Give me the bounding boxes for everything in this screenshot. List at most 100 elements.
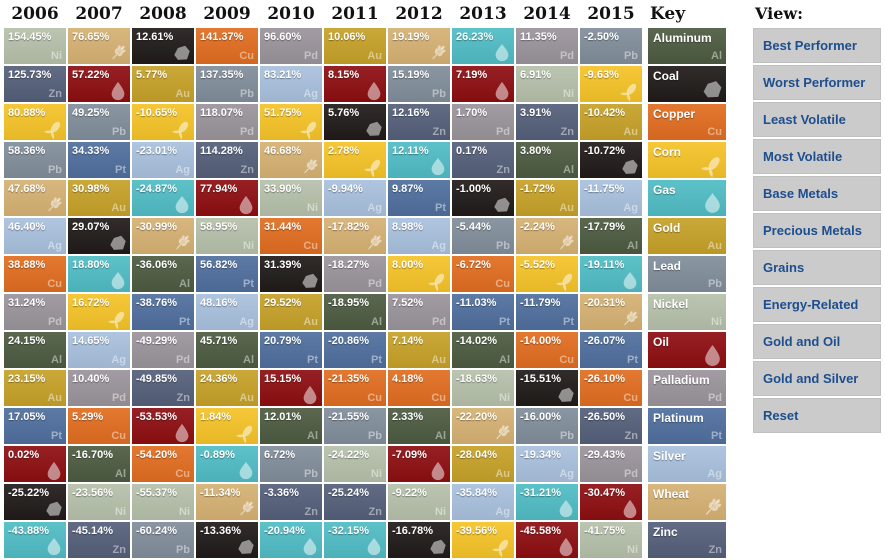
element-symbol: Ag <box>495 506 510 518</box>
element-symbol: Pt <box>563 316 574 328</box>
oil-drop-icon <box>701 344 724 367</box>
oil-drop-icon <box>364 81 384 101</box>
return-value: 6.91% <box>520 69 552 81</box>
flame-icon <box>236 461 256 481</box>
element-symbol: Zn <box>112 544 126 556</box>
tile-silver-2015: -11.75% Ag <box>580 180 642 216</box>
tile-gold-2009: 24.36% Au <box>196 370 258 406</box>
view-button-base-metals[interactable]: Base Metals <box>753 176 881 211</box>
key-item-lead: Lead Pb <box>648 256 726 292</box>
tile-zinc-2008: -49.85% Zn <box>132 370 194 406</box>
return-value: -18.63% <box>456 373 497 385</box>
tile-lead-2012: 15.19% Pb <box>388 66 450 102</box>
tile-nickel-2009: 58.95% Ni <box>196 218 258 254</box>
element-symbol: Ag <box>175 164 190 176</box>
key-item-label: Silver <box>653 449 686 463</box>
tile-gas-2014: -31.21% <box>516 484 578 520</box>
coal-icon <box>364 119 384 139</box>
element-symbol: Pd <box>239 126 254 138</box>
view-button-most-volatile[interactable]: Most Volatile <box>753 139 881 174</box>
tile-silver-2012: 8.98% Ag <box>388 218 450 254</box>
year-header: 2010 <box>267 4 315 24</box>
return-value: -38.76% <box>136 297 177 309</box>
return-value: -14.02% <box>456 335 497 347</box>
tile-oil-2008: -53.53% <box>132 408 194 444</box>
return-value: -14.00% <box>520 335 561 347</box>
tile-copper-2013: -6.72% Cu <box>452 256 514 292</box>
element-symbol: Al <box>499 354 510 366</box>
tile-wheat-2011: -17.82% <box>324 218 386 254</box>
tile-nickel-2010: 33.90% Ni <box>260 180 322 216</box>
view-button-worst-performer[interactable]: Worst Performer <box>753 65 881 100</box>
element-symbol: Zn <box>48 88 62 100</box>
element-symbol: Au <box>559 202 574 214</box>
tile-corn-2015: -9.63% <box>580 66 642 102</box>
element-symbol: Pd <box>175 354 190 366</box>
tile-palladium-2013: 1.70% Pd <box>452 104 514 140</box>
tile-corn-2012: 8.00% <box>388 256 450 292</box>
tile-corn-2008: -10.65% <box>132 104 194 140</box>
view-button-least-volatile[interactable]: Least Volatile <box>753 102 881 137</box>
return-value: 16.72% <box>72 297 110 309</box>
return-value: -5.44% <box>456 221 491 233</box>
year-column-2013: 2013 26.23% 7.19% 1.70% Pd 0.17% Zn -1.00% -5.44… <box>452 4 514 560</box>
oil-drop-icon <box>108 81 128 101</box>
tile-lead-2011: -21.55% Pb <box>324 408 386 444</box>
tile-platinum-2011: -20.86% Pt <box>324 332 386 368</box>
key-item-palladium: Palladium Pd <box>648 370 726 406</box>
view-button-gold-and-silver[interactable]: Gold and Silver <box>753 361 881 396</box>
tile-nickel-2011: -24.22% Ni <box>324 446 386 482</box>
view-button-energy-related[interactable]: Energy-Related <box>753 287 881 322</box>
return-value: -25.24% <box>328 487 369 499</box>
return-value: 2.33% <box>392 411 424 423</box>
element-symbol: Pd <box>47 316 62 328</box>
element-symbol: Cu <box>303 240 318 252</box>
tile-copper-2015: -26.10% Cu <box>580 370 642 406</box>
return-value: -41.75% <box>584 525 625 537</box>
element-symbol: Ni <box>115 506 126 518</box>
year-column-2010: 2010 96.60% Pd 83.21% Ag 51.75% 46.68% 33.90% Ni… <box>260 4 322 560</box>
element-symbol: Pd <box>495 126 510 138</box>
wheat-icon <box>556 233 576 253</box>
return-value: 20.79% <box>264 335 302 347</box>
return-value: -55.37% <box>136 487 177 499</box>
tile-aluminum-2014: 3.80% Al <box>516 142 578 178</box>
tile-lead-2013: -5.44% Pb <box>452 218 514 254</box>
return-value: 45.71% <box>200 335 238 347</box>
return-value: 26.23% <box>456 31 494 43</box>
view-button-reset[interactable]: Reset <box>753 398 881 433</box>
return-value: -19.11% <box>584 259 625 271</box>
tile-corn-2014: -5.52% <box>516 256 578 292</box>
element-symbol: Pd <box>367 278 382 290</box>
tile-gold-2010: 29.52% Au <box>260 294 322 330</box>
key-item-gas: Gas <box>648 180 726 216</box>
element-symbol: Cu <box>111 430 126 442</box>
element-symbol: Ag <box>431 240 446 252</box>
element-symbol: Al <box>627 240 638 252</box>
coal-icon <box>701 78 724 101</box>
return-value: 51.75% <box>264 107 302 119</box>
return-value: -39.56% <box>456 525 497 537</box>
tile-zinc-2006: 125.73% Zn <box>4 66 66 102</box>
return-value: -43.88% <box>8 525 49 537</box>
return-value: -20.31% <box>584 297 625 309</box>
element-symbol: Ni <box>711 316 722 328</box>
element-symbol: Ag <box>303 88 318 100</box>
wheat-icon <box>108 43 128 63</box>
return-value: -45.14% <box>72 525 113 537</box>
return-value: -11.34% <box>200 487 241 499</box>
tile-coal-2014: -15.51% <box>516 370 578 406</box>
return-value: -26.50% <box>584 411 625 423</box>
view-button-gold-and-oil[interactable]: Gold and Oil <box>753 324 881 359</box>
key-column: Key Aluminum Al Coal Copper Cu Corn Gas Gold Au L… <box>648 4 726 560</box>
view-button-precious-metals[interactable]: Precious Metals <box>753 213 881 248</box>
tile-aluminum-2007: -16.70% Al <box>68 446 130 482</box>
year-header: 2015 <box>587 4 635 24</box>
view-button-grains[interactable]: Grains <box>753 250 881 285</box>
view-button-best-performer[interactable]: Best Performer <box>753 28 881 63</box>
element-symbol: Ag <box>111 354 126 366</box>
key-item-label: Wheat <box>653 487 689 501</box>
return-value: 15.19% <box>392 69 430 81</box>
return-value: 14.65% <box>72 335 110 347</box>
tile-palladium-2007: 10.40% Pd <box>68 370 130 406</box>
